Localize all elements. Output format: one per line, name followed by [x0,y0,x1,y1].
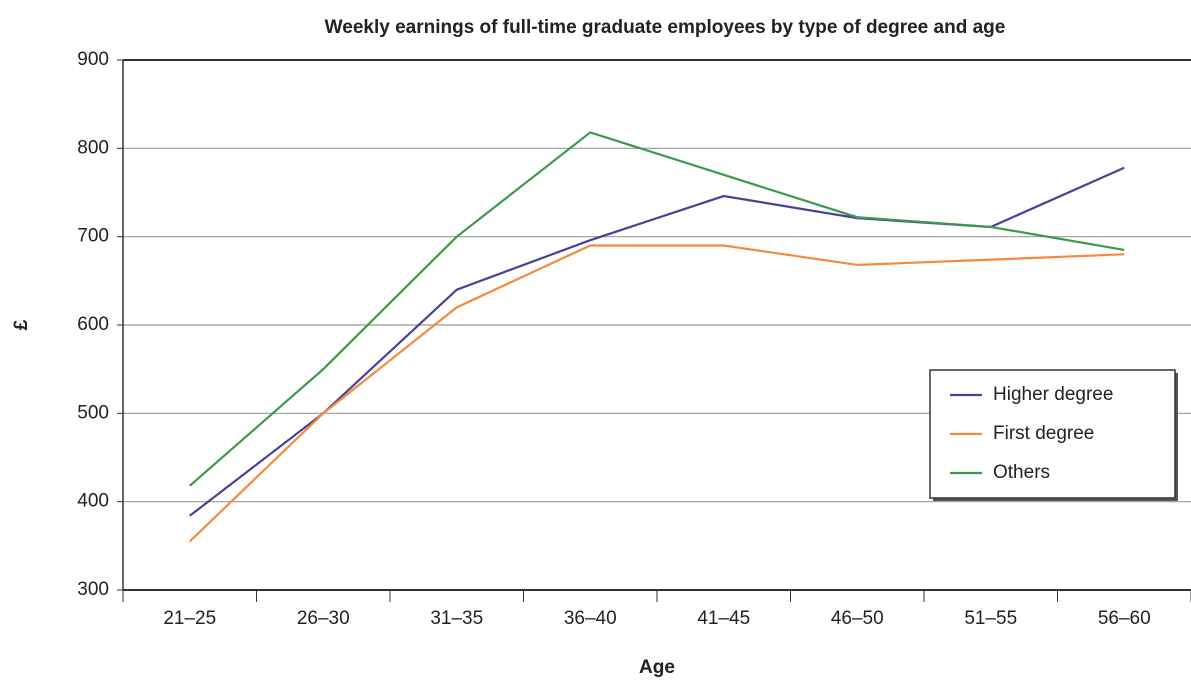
series-line [188,244,1125,543]
y-tick-label: 400 [77,491,109,512]
x-tick-label: 31–35 [430,608,483,629]
legend-label: Higher degree [993,384,1113,405]
series-line [189,131,1125,487]
x-tick-label: 56–60 [1098,608,1151,629]
x-tick-label: 41–45 [697,608,750,629]
y-tick-label: 500 [77,402,109,423]
y-tick-label: 300 [77,579,109,600]
x-tick-label: 46–50 [831,608,884,629]
x-tick-label: 26–30 [297,608,350,629]
chart-title: Weekly earnings of full-time graduate em… [325,17,1006,38]
x-tick-label: 51–55 [964,608,1017,629]
y-axis-title: £ [11,319,32,330]
legend-label: First degree [993,423,1094,444]
y-tick-label: 700 [77,226,109,247]
x-axis-title: Age [639,657,675,678]
x-tick-label: 36–40 [564,608,617,629]
y-tick-label: 800 [77,137,109,158]
x-tick-label: 21–25 [163,608,216,629]
y-tick-label: 600 [77,314,109,335]
y-tick-label: 900 [77,49,109,70]
legend-label: Others [993,462,1050,483]
